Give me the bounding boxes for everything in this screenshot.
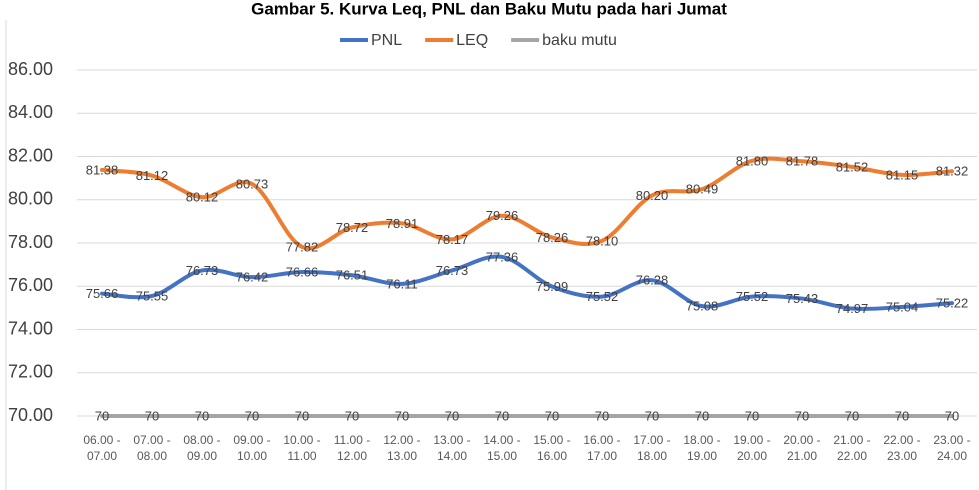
value-label: 75.52: [736, 289, 769, 304]
value-label: 75.08: [686, 299, 719, 314]
value-label: 70: [695, 408, 709, 423]
y-tick-label: 86.00: [8, 59, 53, 79]
x-tick-label: 23.00 - 24.00: [933, 433, 971, 463]
value-label: 81.15: [886, 167, 919, 182]
value-label: 78.10: [586, 233, 619, 248]
y-tick-label: 72.00: [8, 362, 53, 382]
value-label: 76.66: [286, 264, 319, 279]
line-series: [100, 156, 954, 251]
value-label: 78.26: [536, 230, 569, 245]
value-label: 70: [545, 408, 559, 423]
x-tick-label: 21.00 - 22.00: [833, 433, 871, 463]
value-label: 80.12: [186, 190, 219, 205]
value-label: 74.97: [836, 301, 869, 316]
x-tick-label: 15.00 - 16.00: [533, 433, 571, 463]
value-label: 76.73: [186, 263, 219, 278]
value-label: 75.66: [86, 286, 119, 301]
value-label: 70: [345, 408, 359, 423]
x-tick-label: 17.00 - 18.00: [633, 433, 671, 463]
value-label: 75.04: [886, 299, 919, 314]
y-tick-label: 78.00: [8, 232, 53, 252]
x-tick-label: 07.00 - 08.00: [133, 433, 171, 463]
value-label: 76.51: [336, 268, 369, 283]
y-tick-label: 76.00: [8, 275, 53, 295]
value-label: 81.12: [136, 168, 169, 183]
line-series: [100, 254, 954, 312]
value-label: 70: [745, 408, 759, 423]
y-tick-label: 84.00: [8, 102, 53, 122]
x-tick-label: 19.00 - 20.00: [733, 433, 771, 463]
value-label: 76.73: [436, 263, 469, 278]
x-tick-label: 12.00 - 13.00: [383, 433, 421, 463]
value-label: 70: [795, 408, 809, 423]
legend-label: baku mutu: [542, 32, 617, 49]
x-tick-label: 11.00 - 12.00: [333, 433, 371, 463]
x-tick-label: 16.00 - 17.00: [583, 433, 621, 463]
value-label: 75.55: [136, 288, 169, 303]
value-label: 77.36: [486, 249, 519, 264]
value-label: 70: [495, 408, 509, 423]
value-label: 70: [445, 408, 459, 423]
value-label: 77.82: [286, 239, 319, 254]
value-label: 70: [295, 408, 309, 423]
value-label: 78.72: [336, 220, 369, 235]
value-label: 76.11: [386, 276, 418, 291]
value-label: 78.17: [436, 232, 469, 247]
value-label: 70: [395, 408, 409, 423]
x-tick-label: 20.00 - 21.00: [783, 433, 821, 463]
value-label: 80.73: [236, 176, 269, 191]
value-label: 70: [645, 408, 659, 423]
x-tick-label: 10.00 - 11.00: [283, 433, 321, 463]
x-tick-label: 09.00 - 10.00: [233, 433, 271, 463]
value-label: 70: [895, 408, 909, 423]
value-label: 75.43: [786, 291, 819, 306]
y-tick-label: 80.00: [8, 189, 53, 209]
x-tick-label: 14.00 - 15.00: [483, 433, 521, 463]
x-tick-label: 22.00 - 23.00: [883, 433, 921, 463]
x-tick-label: 06.00 - 07.00: [83, 433, 121, 463]
value-label: 70: [95, 408, 109, 423]
y-tick-label: 82.00: [8, 145, 53, 165]
x-tick-label: 18.00 - 19.00: [683, 433, 721, 463]
value-label: 70: [145, 408, 159, 423]
x-tick-label: 13.00 - 14.00: [433, 433, 471, 463]
value-label: 81.32: [936, 164, 969, 179]
y-tick-label: 70.00: [8, 405, 53, 425]
y-tick-label: 74.00: [8, 318, 53, 338]
value-label: 80.20: [636, 188, 669, 203]
value-label: 76.42: [236, 270, 269, 285]
value-label: 81.38: [86, 162, 119, 177]
value-label: 80.49: [686, 182, 719, 197]
value-label: 75.52: [586, 289, 619, 304]
value-label: 70: [595, 408, 609, 423]
value-label: 70: [845, 408, 859, 423]
value-label: 81.52: [836, 159, 869, 174]
value-label: 76.28: [636, 273, 669, 288]
value-label: 81.78: [786, 154, 819, 169]
value-label: 75.99: [536, 279, 569, 294]
value-label: 78.91: [386, 216, 419, 231]
chart-title: Gambar 5. Kurva Leq, PNL dan Baku Mutu p…: [251, 0, 727, 18]
legend-label: LEQ: [456, 32, 488, 49]
legend-label: PNL: [371, 32, 402, 49]
x-tick-label: 08.00 - 09.00: [183, 433, 221, 463]
value-label: 70: [945, 408, 959, 423]
value-label: 79.26: [486, 208, 519, 223]
value-label: 70: [245, 408, 259, 423]
value-label: 81.80: [736, 153, 769, 168]
value-label: 70: [195, 408, 209, 423]
value-label: 75.22: [936, 296, 969, 311]
